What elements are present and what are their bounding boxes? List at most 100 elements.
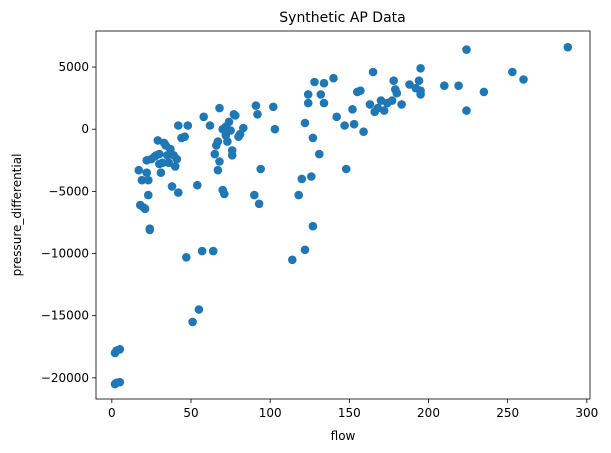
- data-point: [174, 188, 183, 197]
- data-point: [387, 96, 397, 105]
- y-tick-label: −20000: [41, 371, 89, 385]
- data-point: [134, 165, 144, 175]
- data-point: [256, 164, 266, 174]
- data-point: [414, 76, 424, 85]
- data-point: [231, 111, 240, 120]
- data-point: [563, 42, 573, 52]
- y-tick-label: −5000: [48, 184, 89, 198]
- data-point: [158, 158, 167, 168]
- data-point: [170, 162, 180, 171]
- y-tick-label: −15000: [41, 309, 89, 323]
- chart-title: Synthetic AP Data: [279, 10, 405, 26]
- data-point: [254, 199, 264, 209]
- data-point: [440, 81, 449, 90]
- data-point: [251, 101, 261, 110]
- data-point: [462, 106, 471, 115]
- data-point: [307, 172, 316, 181]
- data-point: [341, 164, 351, 174]
- x-tick-label: 200: [417, 406, 440, 420]
- data-point: [519, 75, 528, 84]
- data-point: [215, 157, 224, 166]
- data-point: [194, 305, 204, 314]
- data-point: [205, 121, 215, 130]
- data-point: [319, 98, 329, 108]
- x-tick-label: 300: [575, 406, 598, 420]
- data-point: [137, 175, 147, 185]
- data-point: [115, 377, 125, 387]
- data-point: [368, 67, 378, 77]
- data-point: [270, 124, 280, 134]
- data-point: [379, 106, 389, 115]
- data-point: [454, 81, 463, 90]
- x-tick-label: 50: [183, 406, 198, 420]
- data-point: [303, 90, 313, 99]
- data-point: [156, 168, 166, 177]
- data-point: [164, 158, 174, 168]
- data-point: [308, 221, 318, 231]
- data-point: [359, 127, 368, 136]
- x-tick-label: 0: [108, 406, 116, 420]
- data-point: [182, 252, 191, 262]
- data-point: [227, 151, 237, 160]
- x-axis-ticks: 0 50 100 150 200 250 300: [108, 399, 598, 420]
- data-point: [115, 345, 125, 354]
- data-point: [215, 103, 224, 113]
- data-point: [223, 137, 232, 146]
- data-point: [140, 204, 150, 214]
- data-point: [392, 88, 402, 98]
- data-point: [300, 118, 310, 128]
- data-point: [329, 73, 338, 83]
- data-point: [224, 117, 234, 127]
- data-point: [183, 121, 193, 130]
- data-point: [332, 112, 342, 122]
- data-point: [300, 245, 310, 255]
- data-point: [253, 110, 262, 119]
- y-tick-label: 0: [81, 122, 89, 136]
- y-axis-label: pressure_differential: [10, 154, 24, 277]
- y-axis-ticks: −20000 −15000 −10000 −5000 0 5000: [41, 60, 96, 385]
- data-point: [167, 182, 177, 191]
- data-point: [213, 137, 223, 146]
- data-point: [155, 149, 164, 159]
- data-point: [172, 154, 182, 164]
- plot-frame: [95, 30, 591, 400]
- data-point: [308, 133, 318, 143]
- data-point: [319, 78, 329, 88]
- data-point: [213, 165, 223, 175]
- data-point: [389, 76, 399, 85]
- y-tick-label: 5000: [58, 60, 89, 74]
- data-point: [174, 121, 183, 130]
- data-point: [462, 45, 471, 54]
- data-point: [226, 126, 235, 135]
- data-point: [340, 121, 349, 130]
- data-point: [250, 190, 259, 200]
- data-point: [349, 119, 359, 129]
- data-point: [294, 190, 304, 200]
- data-point: [348, 105, 357, 114]
- data-point: [508, 67, 517, 77]
- data-point: [316, 90, 326, 99]
- data-point: [188, 317, 197, 327]
- data-point: [405, 80, 414, 89]
- x-tick-label: 100: [259, 406, 282, 420]
- data-point: [210, 149, 220, 159]
- data-point: [145, 225, 155, 235]
- data-point: [479, 87, 489, 97]
- data-points: [110, 42, 573, 389]
- data-point: [365, 100, 375, 109]
- data-point: [288, 255, 297, 265]
- data-point: [303, 98, 313, 108]
- data-point: [144, 190, 153, 200]
- data-point: [144, 175, 153, 185]
- data-point: [197, 246, 207, 256]
- data-point: [193, 180, 202, 190]
- data-point: [239, 123, 248, 133]
- data-point: [416, 64, 425, 73]
- data-point: [142, 168, 151, 177]
- data-point: [269, 102, 278, 112]
- data-point: [199, 112, 208, 122]
- data-point: [310, 77, 319, 87]
- data-point: [208, 246, 218, 256]
